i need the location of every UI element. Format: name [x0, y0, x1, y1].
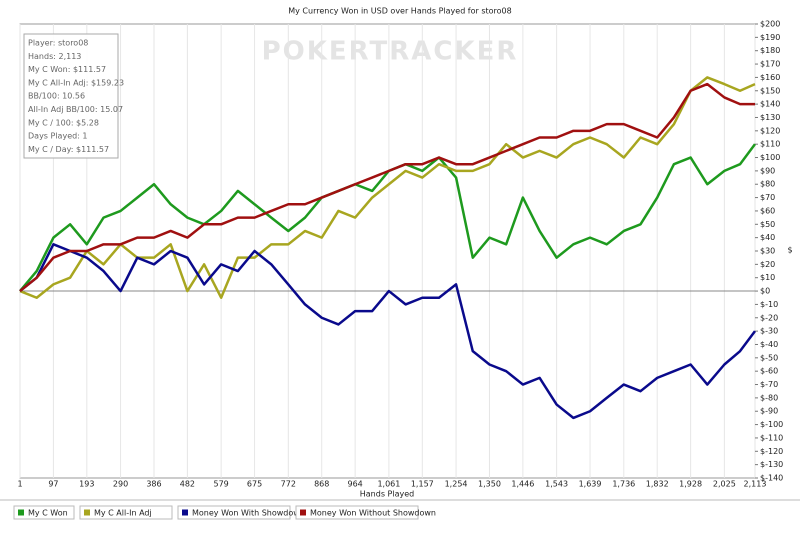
- legend-frame: [295, 505, 419, 520]
- x-tick-label: 482: [180, 480, 195, 489]
- y-tick-label: $120: [760, 126, 780, 135]
- y-tick-label: $20: [760, 260, 775, 269]
- y-axis-label: $: [787, 246, 792, 255]
- x-tick-label: 1,157: [411, 480, 434, 489]
- y-tick-label: $-100: [760, 420, 783, 429]
- y-tick-label: $200: [760, 20, 780, 29]
- y-tick-label: $140: [760, 100, 780, 109]
- legend-label: My C Won: [28, 509, 68, 518]
- x-tick-label: 1,254: [445, 480, 468, 489]
- x-tick-label: 193: [79, 480, 94, 489]
- stats-box-frame: [23, 33, 119, 159]
- x-tick-label: 1,736: [612, 480, 635, 489]
- stats-line: Hands: 2,113: [28, 52, 81, 61]
- y-tick-label: $180: [760, 46, 780, 55]
- x-tick-label: 1,639: [579, 480, 602, 489]
- y-tick-label: $40: [760, 233, 775, 242]
- x-tick-label: 868: [314, 480, 329, 489]
- x-tick-label: 675: [247, 480, 262, 489]
- y-tick-label: $-140: [760, 474, 783, 483]
- y-tick-label: $0: [760, 287, 770, 296]
- stats-line: My C All-In Adj: $159.23: [28, 78, 124, 87]
- y-tick-label: $80: [760, 180, 775, 189]
- y-tick-label: $90: [760, 166, 775, 175]
- legend-swatch: [18, 509, 24, 516]
- series-line: [19, 76, 756, 299]
- y-tick-label: $-130: [760, 460, 783, 469]
- legend-frame: [79, 505, 173, 520]
- y-tick-label: $-90: [760, 407, 778, 416]
- x-tick-label: 290: [113, 480, 128, 489]
- y-tick-label: $190: [760, 33, 780, 42]
- y-tick-label: $170: [760, 60, 780, 69]
- stats-line: My C / 100: $5.28: [28, 118, 99, 127]
- y-tick-label: $130: [760, 113, 780, 122]
- stats-line: My C Won: $111.57: [28, 65, 106, 74]
- x-tick-label: 386: [146, 480, 161, 489]
- stats-line: BB/100: 10.56: [28, 92, 85, 101]
- legend-swatch: [182, 509, 188, 516]
- x-tick-label: 2,025: [713, 480, 736, 489]
- series-line: [19, 243, 757, 420]
- chart-title: My Currency Won in USD over Hands Played…: [288, 7, 512, 16]
- y-tick-label: $50: [760, 220, 775, 229]
- legend-swatch: [84, 509, 90, 516]
- y-tick-label: $60: [760, 206, 775, 215]
- x-tick-label: 1,061: [377, 480, 400, 489]
- y-tick-label: $70: [760, 193, 775, 202]
- legend-frame: [13, 505, 75, 520]
- y-tick-label: $10: [760, 273, 775, 282]
- y-tick-label: $-110: [760, 433, 783, 442]
- y-tick-label: $-20: [760, 313, 778, 322]
- series-line: [19, 82, 755, 293]
- stats-line: My C / Day: $111.57: [28, 145, 109, 154]
- stats-box: Player: storo08 Hands: 2,113 My C Won: $11…: [23, 33, 124, 159]
- y-tick-label: $-40: [760, 340, 778, 349]
- y-tick-label: $-30: [760, 327, 778, 336]
- x-tick-label: 1,928: [679, 480, 702, 489]
- y-tick-label: $-120: [760, 447, 783, 456]
- x-tick-label: 579: [214, 480, 229, 489]
- y-tick-label: $-60: [760, 367, 778, 376]
- x-tick-label: 964: [347, 480, 362, 489]
- x-tick-label: 1,543: [545, 480, 568, 489]
- y-tick-label: $-70: [760, 380, 778, 389]
- y-tick-label: $160: [760, 73, 780, 82]
- watermark: POKERTRACKER: [262, 37, 519, 67]
- y-tick-label: $110: [760, 140, 780, 149]
- x-tick-label: 1: [17, 480, 22, 489]
- x-tick-label: 1,832: [646, 480, 669, 489]
- x-tick-label: 772: [281, 480, 296, 489]
- stats-line: Player: storo08: [28, 39, 88, 48]
- x-tick-label: 97: [48, 480, 58, 489]
- y-tick-label: $-50: [760, 353, 778, 362]
- legend-label: My C All-In Adj: [94, 509, 152, 518]
- stats-line: All-In Adj BB/100: 15.07: [28, 105, 123, 114]
- x-axis-label: Hands Played: [360, 490, 414, 499]
- y-tick-label: $150: [760, 86, 780, 95]
- y-tick-label: $30: [760, 247, 775, 256]
- legend-frame: [177, 505, 291, 520]
- legend-label: Money Won With Showdown: [192, 509, 305, 518]
- legend-label: Money Won Without Showdown: [310, 509, 436, 518]
- y-tick-label: $-10: [760, 300, 778, 309]
- y-tick-label: $-80: [760, 393, 778, 402]
- y-tick-label: $100: [760, 153, 780, 162]
- stats-line: Days Played: 1: [28, 132, 88, 141]
- x-tick-label: 1,350: [478, 480, 501, 489]
- x-tick-label: 2,113: [744, 480, 767, 489]
- legend-swatch: [300, 509, 306, 516]
- x-tick-label: 1,446: [511, 480, 534, 489]
